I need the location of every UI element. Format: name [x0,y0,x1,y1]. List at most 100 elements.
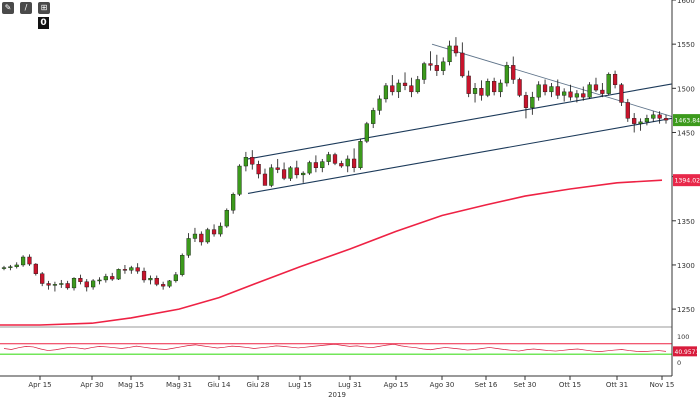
candle [33,263,38,276]
candle [218,222,223,237]
candle [110,272,115,281]
candle-body [129,267,134,271]
candle-body [40,273,45,284]
candle [574,90,579,103]
candle-body [52,284,58,286]
candle-body [479,88,484,96]
candle [358,138,363,170]
candle-body [256,164,261,175]
year-label: 2019 [328,391,346,399]
y-tick-label: 1350 [677,218,695,226]
candle [663,114,669,124]
candle-body [383,85,389,100]
candle-body [485,81,490,96]
oscillator-line [3,343,667,352]
candle [511,56,516,84]
candle [479,80,484,101]
edit-icon[interactable]: ✎ [2,2,14,14]
candle-body [8,266,13,268]
candle [466,70,471,98]
candle-body [103,276,108,281]
x-tick-label: Set 30 [514,381,537,389]
candle [97,277,102,285]
candle [409,77,414,98]
candle-body [192,233,198,239]
candle-body [224,209,229,227]
candle-body [632,118,637,124]
candle [224,208,229,228]
oscillator-pane: 0 100 40.9571 [0,333,699,367]
candle-body [294,167,299,176]
x-tick-label: Set 16 [475,381,498,389]
candle [625,98,630,122]
candle-body [460,52,465,77]
candle-body [211,229,217,235]
candle [275,158,280,174]
y-tick-label: 1500 [677,85,695,93]
candle-body [148,277,153,281]
candle [199,231,204,246]
candle [20,255,26,267]
candle-body [218,225,223,235]
grid-icon[interactable]: ⊞ [38,2,50,14]
candle [568,84,573,101]
candle-body [167,280,172,287]
candle [530,91,535,115]
candle [180,253,185,277]
moving-average-line [0,179,663,326]
price-tag-bg [673,174,700,187]
candle-body [523,95,529,108]
candle-body [364,123,369,142]
price-tag-bg [673,114,700,127]
count-badge: 0 [38,17,49,29]
osc-value-tag-bg [673,346,697,357]
candle-body [504,65,509,84]
candle [211,224,217,237]
candle-body [574,93,579,98]
candle [65,280,70,290]
candle [345,155,350,173]
candle [84,279,89,292]
candle-body [186,238,191,256]
candle-body [593,84,599,91]
x-tick-label: Lug 31 [338,381,362,389]
candle [523,91,529,119]
y-tick-label: 1600 [677,0,695,5]
candle-body [154,277,159,285]
candle [638,118,643,131]
candle [364,121,369,144]
candle-body [345,158,350,167]
candle-body [250,157,255,165]
candle-body [199,233,204,243]
candle [135,263,140,274]
candle-body [313,162,319,168]
candle [619,83,624,106]
candle-body [71,277,77,289]
main-pane [0,37,673,326]
candle-body [511,65,516,80]
candle [307,160,312,175]
x-tick-label: Ott 31 [606,381,628,389]
candle-body [161,284,166,287]
draw-icon[interactable]: / [20,2,32,14]
candle-body [110,276,115,280]
candle-body [409,85,414,93]
candle [243,151,248,172]
candle [71,277,77,291]
candle [129,265,134,274]
candle-body [472,88,478,94]
candle-body [402,82,408,86]
candle [116,268,121,280]
candle [332,152,338,166]
candle [186,233,191,258]
candle [504,61,509,87]
candle-body [549,86,554,93]
osc-value-tag: 40.9571 [673,346,699,357]
candle [154,275,159,287]
candle-body [46,283,51,286]
candle [562,88,567,102]
candle [52,281,58,292]
candle [326,151,331,166]
candle-body [307,162,312,174]
